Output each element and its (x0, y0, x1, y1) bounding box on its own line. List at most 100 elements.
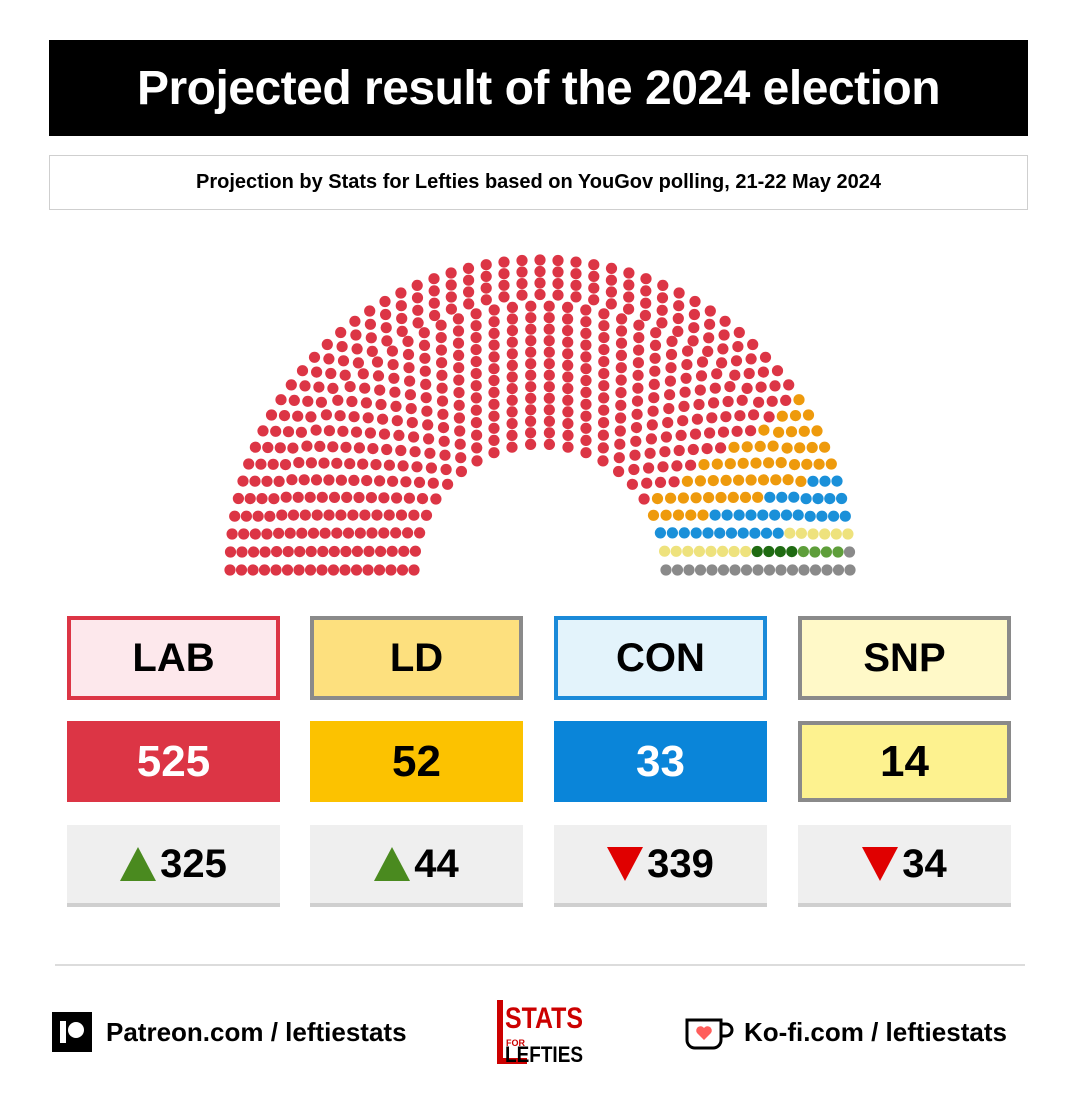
kofi-link[interactable]: Ko-fi.com / leftiestats (684, 1012, 1007, 1052)
seat-lab (673, 300, 685, 312)
seat-lab (688, 308, 701, 321)
seat-ld (767, 440, 779, 452)
seat-lab (252, 510, 264, 522)
seat-lab (562, 301, 574, 313)
footer-divider (55, 964, 1025, 966)
seat-lab (525, 404, 537, 416)
seat-lab (689, 295, 701, 308)
seat-other-2 (752, 564, 764, 576)
seat-other-0 (786, 546, 798, 558)
seat-lab (525, 438, 537, 450)
lab-change-card: 325 (67, 825, 280, 907)
seat-lab (588, 270, 600, 282)
seat-lab (598, 380, 610, 392)
seat-lab (488, 327, 500, 339)
seat-lab (623, 279, 635, 291)
seat-lab (304, 564, 317, 576)
seat-con (828, 510, 840, 522)
seat-con (749, 527, 761, 539)
seat-other-2 (843, 546, 856, 558)
seat-lab (506, 429, 518, 441)
seat-lab (295, 426, 307, 438)
seat-lab (588, 282, 600, 294)
seat-other-2 (683, 564, 695, 576)
seat-other-0 (774, 546, 786, 558)
seat-lab (780, 394, 792, 406)
seat-lab (552, 254, 564, 267)
seat-con (733, 509, 745, 521)
seat-lab (605, 286, 618, 298)
seat-ld (665, 492, 677, 504)
seat-lab (436, 357, 448, 369)
seat-lab (543, 369, 555, 381)
seat-lab (310, 424, 322, 436)
seat-lab (736, 394, 748, 406)
seat-other-2 (763, 564, 776, 576)
seat-lab (662, 417, 674, 429)
seat-lab (657, 461, 669, 473)
seat-ld (802, 409, 815, 421)
seat-con (776, 491, 788, 503)
seat-lab (687, 443, 699, 456)
seat-lab (258, 564, 271, 576)
seat-lab (685, 459, 697, 471)
seat-lab (613, 465, 625, 478)
up-arrow-icon (120, 847, 157, 881)
seat-lab (525, 381, 537, 393)
seat-lab (372, 370, 385, 382)
seat-lab (580, 434, 592, 446)
seat-lab (296, 365, 309, 377)
seat-lab (649, 365, 661, 377)
seat-lab (598, 417, 610, 429)
seat-ld (677, 492, 690, 504)
seat-con (702, 527, 714, 539)
ld-change-value: 44 (414, 841, 459, 886)
seat-lab (488, 351, 500, 363)
seat-lab (719, 315, 731, 327)
seat-lab (243, 458, 255, 470)
seat-lab (615, 349, 628, 361)
seat-lab (240, 510, 252, 522)
seat-lab (580, 374, 592, 387)
seat-ld (798, 425, 810, 437)
seat-lab (470, 308, 482, 320)
seat-lab (672, 312, 684, 325)
seat-lab (419, 352, 431, 364)
seat-snp (728, 545, 740, 558)
seat-lab (470, 417, 482, 429)
seat-ld (750, 457, 762, 469)
down-arrow-icon (862, 847, 899, 881)
seat-con (800, 493, 812, 505)
seat-lab (313, 381, 325, 393)
seat-lab (273, 475, 285, 487)
ld-seats-value: 52 (310, 721, 523, 802)
seat-lab (580, 304, 592, 316)
seat-lab (316, 564, 328, 576)
seat-lab (615, 412, 627, 424)
seat-lab (605, 274, 618, 286)
seat-lab (525, 323, 537, 335)
seat-lab (743, 367, 755, 380)
seat-snp (717, 545, 729, 557)
seat-lab (262, 441, 274, 454)
seat-con (654, 527, 667, 539)
seat-lab (525, 358, 537, 370)
seat-lab (506, 371, 518, 383)
seat-lab (393, 429, 405, 441)
con-seats-value: 33 (554, 721, 767, 802)
seat-lab (378, 428, 391, 440)
seat-lab (747, 338, 759, 351)
seat-lab (605, 262, 618, 274)
seat-lab (480, 294, 492, 306)
seat-lab (488, 422, 500, 434)
patreon-link[interactable]: Patreon.com / leftiestats (52, 1012, 407, 1052)
seat-lab (759, 351, 772, 363)
seat-lab (428, 285, 440, 297)
seat-lab (379, 295, 391, 308)
seat-lab (438, 435, 450, 447)
seat-lab (657, 279, 669, 291)
seat-lab (580, 410, 592, 422)
seat-lab (357, 368, 369, 380)
seat-lab (395, 444, 407, 457)
seat-lab (580, 363, 592, 375)
